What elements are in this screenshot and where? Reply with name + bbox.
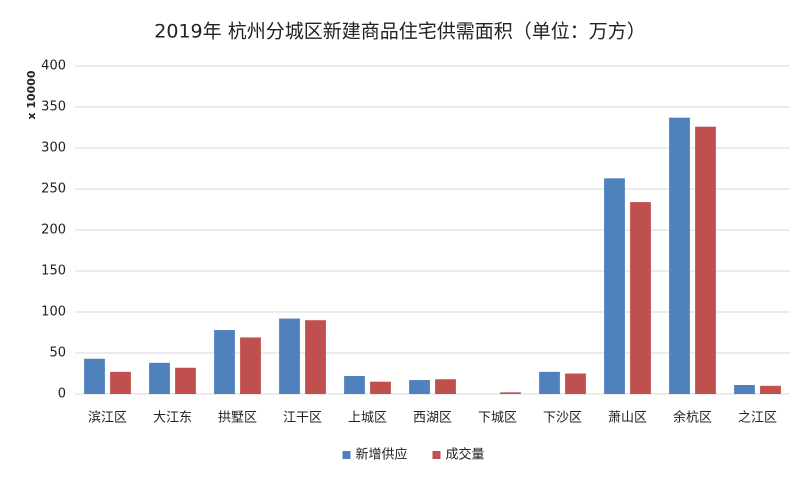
y-tick-label: 0 [58, 387, 66, 402]
bar [435, 379, 456, 394]
bar [695, 126, 716, 395]
y-tick-label: 250 [41, 182, 66, 197]
y-tick-label: 350 [41, 100, 66, 115]
x-tick-label: 拱墅区 [218, 411, 257, 426]
bar [630, 202, 651, 394]
bar [84, 358, 105, 394]
bar [409, 380, 430, 394]
bar [240, 337, 261, 394]
bar [500, 392, 521, 394]
bar [539, 371, 560, 394]
x-tick-label: 大江东 [153, 411, 192, 426]
bar [305, 320, 326, 394]
y-tick-label: 100 [41, 305, 66, 320]
y-tick-label: 400 [41, 59, 66, 74]
x-tick-label: 下城区 [478, 411, 517, 426]
bar [370, 381, 391, 394]
x-tick-label: 江干区 [283, 411, 322, 426]
x-tick-label: 上城区 [348, 411, 387, 426]
y-tick-label: 300 [41, 141, 66, 156]
y-tick-label: 200 [41, 223, 66, 238]
x-tick-label: 下沙区 [543, 411, 582, 426]
bar [669, 117, 690, 394]
bar [604, 178, 625, 394]
bar [110, 371, 131, 394]
bar [279, 318, 300, 394]
x-tick-label: 滨江区 [88, 410, 127, 426]
bar [760, 385, 781, 394]
x-tick-label: 之江区 [738, 411, 777, 426]
bar [344, 375, 365, 394]
x-tick-label: 西湖区 [413, 411, 452, 426]
x-tick-label: 余杭区 [673, 410, 712, 426]
chart-title: 2019年 杭州分城区新建商品住宅供需面积（单位：万方） [154, 21, 645, 43]
bar [214, 330, 235, 394]
legend-label: 成交量 [446, 447, 485, 463]
y-tick-label: 150 [41, 264, 66, 279]
legend-swatch [342, 451, 351, 459]
y-axis-label: x 10000 [25, 70, 38, 120]
bar [565, 373, 586, 394]
bar [734, 384, 755, 394]
x-tick-label: 萧山区 [608, 411, 647, 426]
legend-swatch [432, 451, 441, 459]
bar [175, 367, 196, 394]
bar [149, 362, 170, 394]
legend-label: 新增供应 [356, 447, 408, 463]
y-tick-label: 50 [49, 346, 66, 361]
